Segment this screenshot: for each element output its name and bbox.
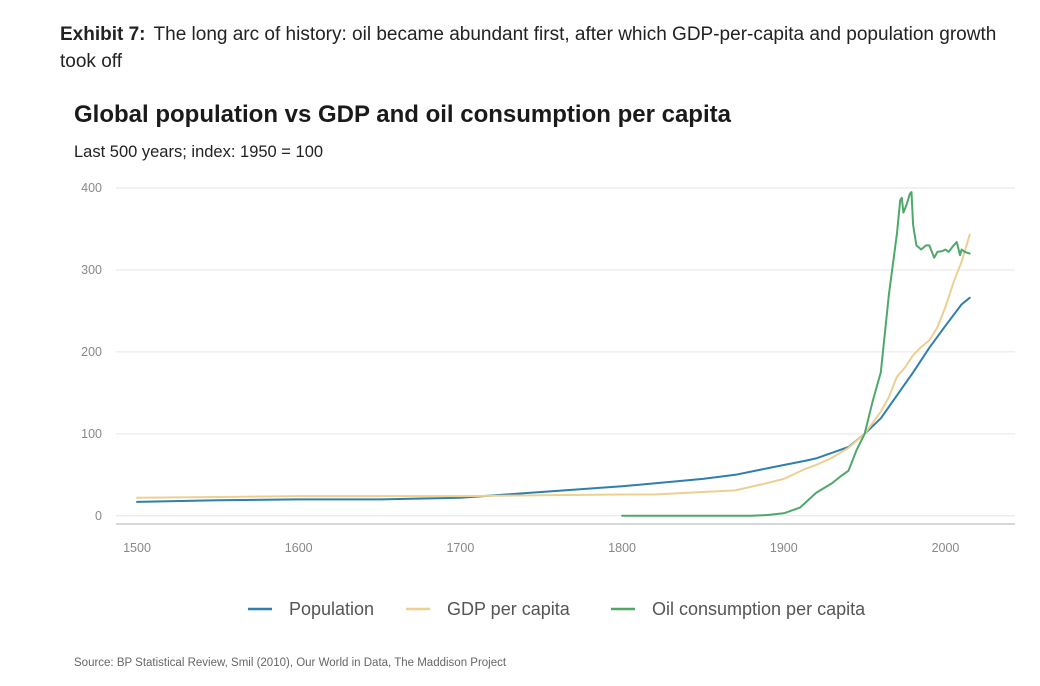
x-tick-label: 2000 [932,541,960,555]
series-line-population [136,296,971,503]
chart-subtitle: Last 500 years; index: 1950 = 100 [74,143,324,161]
chart-title: Global population vs GDP and oil consump… [74,101,731,128]
exhibit-caption: Exhibit 7: The long arc of history: oil b… [60,21,1000,75]
legend-label-population: Population [289,599,374,619]
series-line-gdp [136,233,971,499]
exhibit-caption-text: The long arc of history: oil became abun… [60,24,997,72]
x-tick-label: 1800 [608,541,636,555]
x-tick-label: 1500 [123,541,151,555]
y-tick-label: 100 [81,427,102,441]
y-tick-label: 0 [95,509,102,523]
x-tick-label: 1700 [446,541,474,555]
legend-label-gdp: GDP per capita [447,599,571,619]
exhibit-label: Exhibit 7: [60,24,146,45]
legend-label-oil: Oil consumption per capita [652,599,866,619]
x-tick-label: 1900 [770,541,798,555]
y-tick-label: 300 [81,263,102,277]
y-tick-label: 200 [81,345,102,359]
source-note: Source: BP Statistical Review, Smil (201… [74,657,507,669]
series-line-oil [621,191,971,517]
x-tick-label: 1600 [285,541,313,555]
y-tick-label: 400 [81,181,102,195]
